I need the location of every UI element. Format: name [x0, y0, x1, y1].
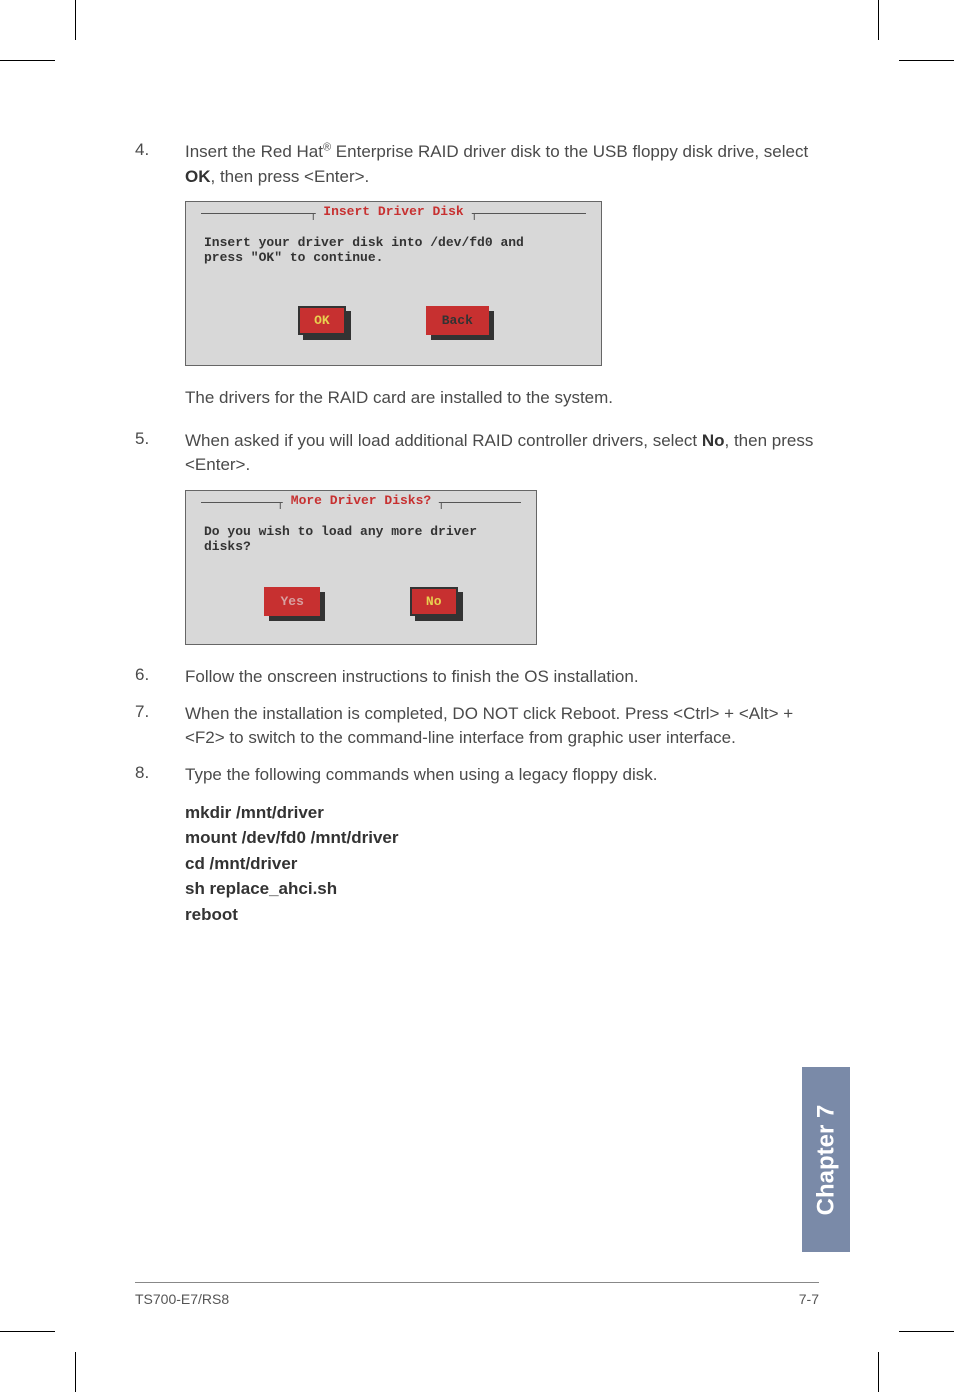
step-8: 8. Type the following commands when usin…: [135, 763, 819, 788]
crop-mark: [899, 1331, 954, 1332]
insert-driver-dialog: Insert Driver Disk Insert your driver di…: [185, 201, 602, 366]
step-number: 6.: [135, 665, 185, 690]
step-text: Insert the Red Hat® Enterprise RAID driv…: [185, 140, 819, 189]
step-text: Follow the onscreen instructions to fini…: [185, 665, 639, 690]
step-5: 5. When asked if you will load additiona…: [135, 429, 819, 478]
no-button[interactable]: No: [410, 587, 458, 616]
chapter-tab: Chapter 7: [802, 1067, 850, 1252]
command-line: reboot: [185, 902, 819, 928]
dialog-body: Insert your driver disk into /dev/fd0 an…: [186, 224, 601, 266]
crop-mark: [0, 1331, 55, 1332]
command-line: mount /dev/fd0 /mnt/driver: [185, 825, 819, 851]
dialog-title: More Driver Disks?: [291, 493, 431, 508]
step-6: 6. Follow the onscreen instructions to f…: [135, 665, 819, 690]
more-driver-dialog: More Driver Disks? Do you wish to load a…: [185, 490, 537, 645]
step-number: 5.: [135, 429, 185, 478]
step-number: 4.: [135, 140, 185, 189]
step-number: 8.: [135, 763, 185, 788]
page-footer: TS700-E7/RS8 7-7: [135, 1282, 819, 1307]
step-text: When asked if you will load additional R…: [185, 429, 819, 478]
command-line: mkdir /mnt/driver: [185, 800, 819, 826]
step-text: Type the following commands when using a…: [185, 763, 657, 788]
footer-page-number: 7-7: [799, 1291, 819, 1307]
dialog-body: Do you wish to load any more driver disk…: [186, 513, 536, 555]
crop-mark: [878, 1352, 879, 1392]
command-block: mkdir /mnt/driver mount /dev/fd0 /mnt/dr…: [185, 800, 819, 928]
step-number: 7.: [135, 702, 185, 751]
command-line: cd /mnt/driver: [185, 851, 819, 877]
step-7: 7. When the installation is completed, D…: [135, 702, 819, 751]
footer-model: TS700-E7/RS8: [135, 1291, 229, 1307]
dialog-title: Insert Driver Disk: [323, 204, 463, 219]
step-4: 4. Insert the Red Hat® Enterprise RAID d…: [135, 140, 819, 189]
info-paragraph: The drivers for the RAID card are instal…: [185, 386, 819, 411]
yes-button[interactable]: Yes: [264, 587, 319, 616]
crop-mark: [75, 1352, 76, 1392]
back-button[interactable]: Back: [426, 306, 489, 335]
page-content: 4. Insert the Red Hat® Enterprise RAID d…: [0, 0, 954, 927]
step-text: When the installation is completed, DO N…: [185, 702, 819, 751]
ok-button[interactable]: OK: [298, 306, 346, 335]
command-line: sh replace_ahci.sh: [185, 876, 819, 902]
